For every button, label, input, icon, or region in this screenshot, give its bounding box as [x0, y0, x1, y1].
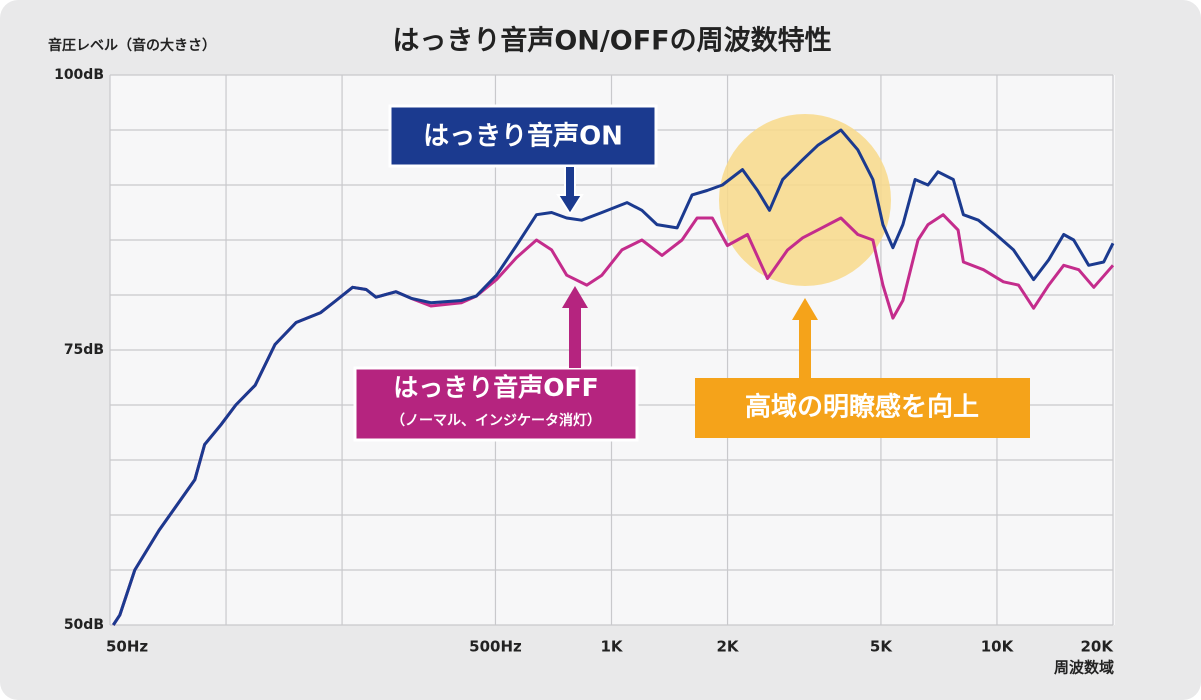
grid — [109, 74, 1114, 626]
y-axis-label: 音圧レベル（音の大きさ） — [48, 37, 216, 54]
annotation: 高域の明瞭感を向上 — [745, 392, 979, 423]
x-tick-label: 1K — [600, 638, 623, 656]
on-callout — [388, 104, 658, 168]
x-tick-label: 2K — [717, 638, 740, 656]
lines — [112, 128, 1115, 626]
legend-label: はっきり音声ON — [423, 121, 623, 152]
legend-label: はっきり音声OFF — [393, 373, 598, 402]
legend-sublabel: （ノーマル、インジケータ消灯） — [391, 412, 601, 429]
arrow — [792, 298, 818, 378]
annotation-box — [695, 378, 1030, 438]
chart-title: はっきり音声ON/OFFの周波数特性 — [392, 25, 831, 57]
x-tick-label: 5K — [870, 638, 893, 656]
x-axis-label: 周波数域 — [1054, 659, 1114, 677]
x-tick-label: 20K — [1081, 638, 1115, 656]
x-tick-label: 500Hz — [469, 638, 522, 656]
y-tick-label: 75dB — [64, 342, 104, 358]
series-line — [112, 128, 1115, 626]
x-tick-label: 10K — [981, 638, 1015, 656]
arrow — [556, 165, 584, 216]
arrow — [562, 286, 588, 368]
x-tick-label: 50Hz — [106, 638, 148, 656]
highlight-circle — [719, 114, 891, 286]
y-tick-label: 100dB — [54, 67, 104, 83]
off-callout — [353, 366, 639, 442]
y-tick-label: 50dB — [64, 617, 104, 633]
